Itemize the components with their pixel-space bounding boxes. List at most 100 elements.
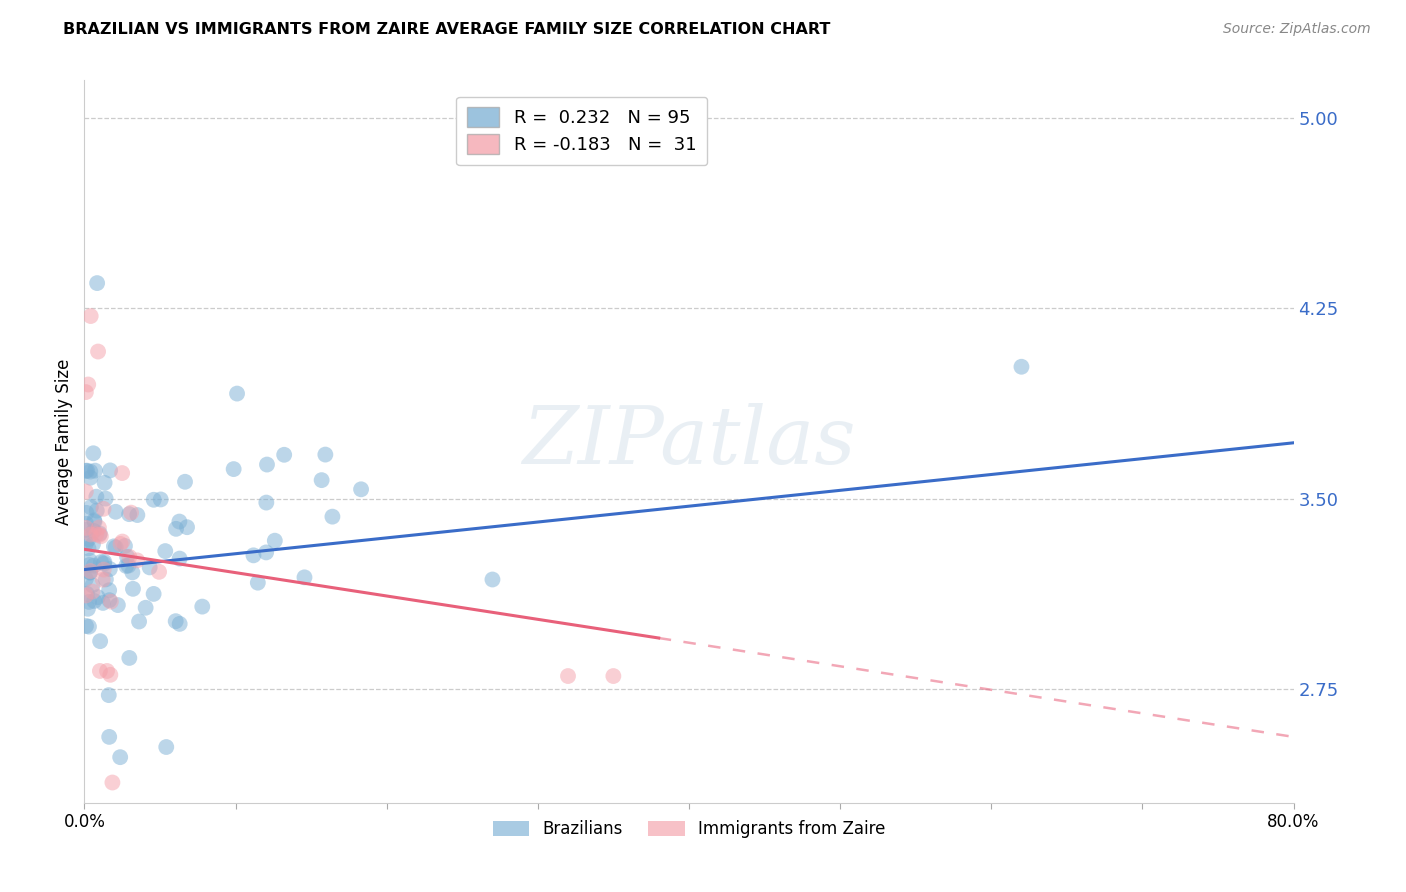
Point [165,614,187,628]
Point [86,503,108,517]
Point [138,560,160,574]
Point [98,593,121,607]
Point [350,483,373,497]
Point [135,600,157,615]
Point [79,566,101,580]
Point [602,669,624,683]
Point [82,578,104,592]
Point [98,562,121,576]
Point [75,464,97,478]
Point [246,575,269,590]
Point [87,344,110,359]
Point [101,775,124,789]
Point [94,491,117,506]
Point [93,557,115,571]
Point [93,501,115,516]
Point [118,507,141,521]
Point [87,520,110,534]
Point [557,669,579,683]
Point [115,549,138,564]
Point [77,620,100,634]
Point [128,615,150,629]
Point [84,464,107,478]
Point [83,513,105,527]
Point [75,536,97,550]
Point [155,544,177,558]
Point [75,506,97,520]
Point [76,464,98,478]
Point [82,446,104,460]
Point [87,590,110,604]
Point [100,595,122,609]
Point [91,573,114,587]
Point [108,750,131,764]
Point [118,651,141,665]
Point [321,509,343,524]
Point [111,466,134,480]
Point [75,572,97,586]
Point [169,515,191,529]
Point [93,563,115,577]
Point [127,553,149,567]
Point [148,565,170,579]
Point [79,471,101,485]
Point [120,506,142,520]
Point [89,528,111,542]
Point [93,475,115,490]
Point [93,555,115,569]
Point [94,572,117,586]
Point [79,564,101,578]
Point [97,688,120,702]
Point [75,385,97,400]
Point [96,664,118,678]
Point [79,566,101,580]
Point [77,601,100,615]
Point [254,545,277,559]
Point [191,599,214,614]
Point [256,458,278,472]
Point [149,492,172,507]
Point [75,521,97,535]
Point [314,448,336,462]
Point [142,492,165,507]
Point [254,495,277,509]
Point [121,566,143,580]
Point [79,465,101,479]
Point [122,582,145,596]
Point [75,516,97,531]
Point [169,616,191,631]
Point [263,533,285,548]
Point [103,539,125,553]
Point [98,668,121,682]
Point [83,515,105,529]
Point [90,555,112,569]
Point [86,490,108,504]
Point [174,475,197,489]
Point [86,276,108,290]
Point [77,532,100,546]
Point [242,549,264,563]
Point [142,587,165,601]
Point [111,534,134,549]
Point [104,505,127,519]
Point [155,739,177,754]
Point [98,463,121,477]
Y-axis label: Average Family Size: Average Family Size [55,359,73,524]
Point [226,386,249,401]
Text: BRAZILIAN VS IMMIGRANTS FROM ZAIRE AVERAGE FAMILY SIZE CORRELATION CHART: BRAZILIAN VS IMMIGRANTS FROM ZAIRE AVERA… [63,22,831,37]
Point [89,634,111,648]
Point [79,553,101,567]
Point [75,484,97,499]
Point [80,527,103,541]
Point [481,573,503,587]
Point [89,664,111,678]
Point [86,527,108,541]
Point [222,462,245,476]
Point [114,539,136,553]
Point [83,524,105,538]
Point [77,377,100,392]
Point [91,596,114,610]
Point [165,522,187,536]
Point [127,508,149,522]
Point [82,537,104,551]
